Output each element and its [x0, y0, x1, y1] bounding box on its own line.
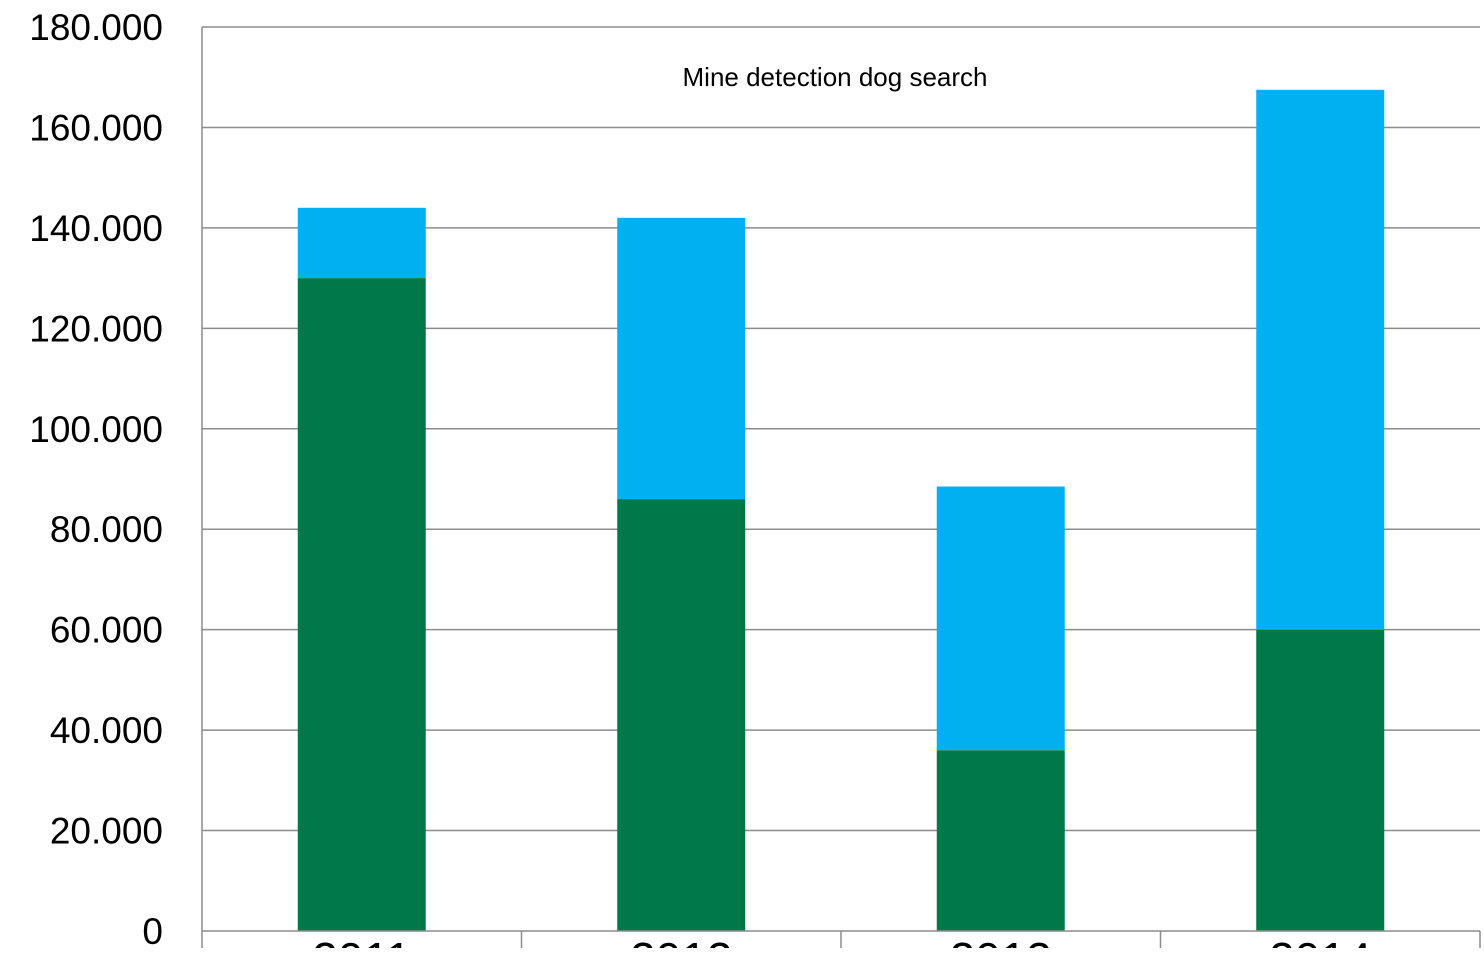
bar-segment: [936, 750, 1065, 931]
x-tick-label: 2012: [630, 933, 732, 948]
y-tick-label: 180.000: [29, 7, 163, 48]
y-tick-label: 60.000: [50, 610, 163, 651]
y-tick-label: 0: [142, 911, 163, 948]
x-tick-label: 2013: [950, 933, 1052, 948]
chart-title: Mine detection dog search: [683, 62, 988, 92]
y-tick-label: 80.000: [50, 509, 163, 550]
bar-segment: [1256, 89, 1385, 630]
y-tick-label: 100.000: [29, 409, 163, 450]
labels: 0 20.000 40.000 60.000 80.000 100.000 120.000 1…: [29, 7, 1371, 953]
x-tick-label: 2011: [312, 933, 411, 948]
bar-segment: [1256, 629, 1385, 931]
bar-segment: [617, 217, 746, 500]
y-tick-label: 140.000: [29, 208, 163, 249]
bar-segment: [297, 207, 426, 279]
bar-segment: [297, 278, 426, 932]
bars: [297, 89, 1385, 932]
y-tick-label: 160.000: [29, 107, 163, 148]
bar-segment: [936, 486, 1065, 751]
bar-segment: [617, 499, 746, 931]
y-tick-label: 120.000: [29, 308, 163, 349]
axes: [201, 27, 1481, 948]
y-tick-label: 40.000: [50, 710, 163, 751]
y-tick-label: 20.000: [50, 811, 163, 852]
x-tick-label: 2014: [1269, 933, 1371, 948]
